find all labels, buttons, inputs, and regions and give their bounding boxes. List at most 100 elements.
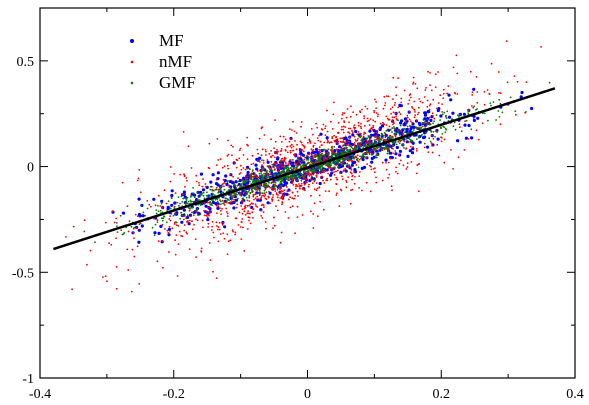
point-nmf xyxy=(230,144,233,147)
point-nmf xyxy=(345,186,348,189)
point-gmf xyxy=(445,128,448,131)
point-nmf xyxy=(186,202,189,205)
point-gmf xyxy=(185,199,188,202)
point-nmf xyxy=(406,119,408,121)
point-nmf xyxy=(395,166,397,169)
point-nmf xyxy=(161,207,164,209)
point-mf xyxy=(472,87,476,91)
point-gmf xyxy=(348,164,350,166)
point-nmf xyxy=(249,212,251,215)
point-nmf xyxy=(138,169,141,171)
point-gmf xyxy=(250,173,252,176)
point-nmf xyxy=(263,172,265,175)
point-nmf xyxy=(367,151,370,154)
point-nmf xyxy=(471,105,473,107)
point-mf xyxy=(305,156,309,160)
point-gmf xyxy=(419,127,422,130)
point-nmf xyxy=(341,117,343,120)
point-gmf xyxy=(238,173,241,175)
point-nmf xyxy=(276,209,279,212)
point-nmf xyxy=(376,131,378,134)
point-nmf xyxy=(307,185,310,188)
point-nmf xyxy=(392,111,395,114)
point-gmf xyxy=(400,139,403,142)
point-nmf xyxy=(419,100,422,103)
point-nmf xyxy=(427,70,429,73)
point-nmf xyxy=(238,149,241,152)
point-gmf xyxy=(253,176,255,179)
point-gmf xyxy=(443,111,446,114)
point-gmf xyxy=(191,211,193,214)
point-nmf xyxy=(261,126,263,129)
point-nmf xyxy=(232,145,234,148)
point-nmf xyxy=(468,108,470,111)
point-gmf xyxy=(498,116,501,118)
point-nmf xyxy=(346,143,349,146)
point-gmf xyxy=(368,144,371,147)
point-nmf xyxy=(270,138,272,141)
point-gmf xyxy=(367,135,370,137)
point-nmf xyxy=(322,208,325,211)
point-nmf xyxy=(168,218,171,220)
point-gmf xyxy=(421,125,424,128)
point-nmf xyxy=(387,177,389,179)
point-nmf xyxy=(388,125,391,128)
point-gmf xyxy=(467,110,470,112)
point-nmf xyxy=(292,120,294,123)
point-nmf xyxy=(168,230,171,232)
point-nmf xyxy=(239,226,242,228)
point-nmf xyxy=(251,211,254,214)
point-gmf xyxy=(197,214,200,217)
point-gmf xyxy=(361,137,364,140)
point-nmf xyxy=(240,164,242,167)
point-gmf xyxy=(342,160,345,163)
point-nmf xyxy=(375,101,377,103)
point-nmf xyxy=(272,165,275,167)
point-gmf xyxy=(144,214,147,217)
point-nmf xyxy=(358,187,360,189)
point-nmf xyxy=(265,227,267,230)
point-nmf xyxy=(421,101,424,104)
point-mf xyxy=(400,119,404,123)
point-gmf xyxy=(340,148,342,150)
point-nmf xyxy=(391,116,394,119)
point-gmf xyxy=(151,226,154,229)
point-nmf xyxy=(232,161,235,163)
point-gmf xyxy=(490,104,492,107)
point-gmf xyxy=(391,131,393,133)
point-nmf xyxy=(346,162,349,165)
point-gmf xyxy=(230,199,233,201)
point-nmf xyxy=(276,152,279,155)
point-nmf xyxy=(309,174,312,176)
point-nmf xyxy=(222,222,225,224)
point-gmf xyxy=(514,110,517,113)
point-gmf xyxy=(263,174,266,177)
point-nmf xyxy=(340,146,343,149)
point-gmf xyxy=(548,81,551,84)
point-nmf xyxy=(351,129,353,132)
point-gmf xyxy=(360,139,363,142)
point-nmf xyxy=(185,231,188,234)
point-gmf xyxy=(228,199,230,202)
point-mf xyxy=(141,214,145,218)
point-nmf xyxy=(294,187,297,190)
point-nmf xyxy=(298,153,301,156)
point-nmf xyxy=(475,129,478,132)
point-nmf xyxy=(310,173,313,176)
point-gmf xyxy=(318,171,320,174)
point-gmf xyxy=(426,121,429,124)
point-gmf xyxy=(406,116,409,119)
point-gmf xyxy=(323,154,326,157)
point-gmf xyxy=(499,102,502,105)
point-gmf xyxy=(333,153,336,156)
point-gmf xyxy=(315,162,317,164)
point-nmf xyxy=(456,93,459,95)
point-nmf xyxy=(281,193,284,195)
point-mf xyxy=(275,157,280,161)
point-gmf xyxy=(291,175,294,178)
point-nmf xyxy=(368,124,371,126)
point-nmf xyxy=(83,219,86,222)
point-nmf xyxy=(217,159,220,161)
point-nmf xyxy=(447,85,450,87)
point-nmf xyxy=(212,270,214,273)
